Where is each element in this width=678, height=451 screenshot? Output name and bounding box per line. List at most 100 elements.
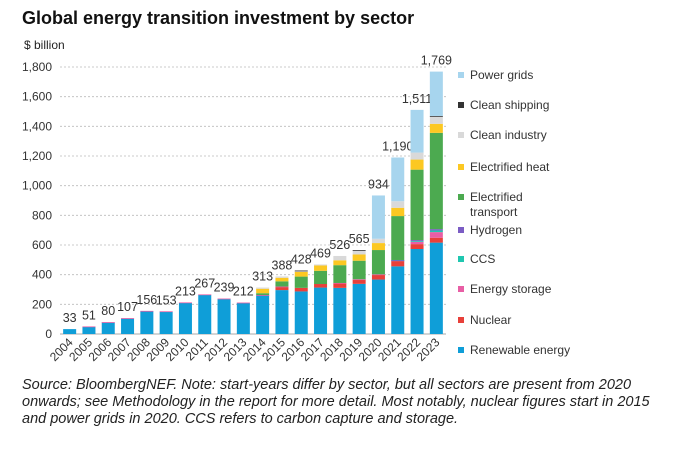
y-tick-label: 800 [32,208,52,222]
total-data-label: 156 [136,293,157,307]
bar-segment-nuclear [429,237,443,243]
bar-segment-nuclear [294,287,308,292]
bar-segment-electrified-heat [256,288,270,294]
bar-segment-clean-industry [294,271,308,272]
bar-segment-energy-storage [82,326,96,328]
legend-swatch [458,286,464,292]
legend-label: Nuclear [470,313,511,327]
bar-segment-ccs [429,230,443,233]
legend-swatch [458,256,464,262]
total-data-label: 1,769 [421,54,452,68]
legend-swatch [458,102,464,108]
bar-segment-electrified-transport [391,216,405,260]
total-data-label: 239 [214,281,235,295]
bar-segment-renewable-energy [352,283,366,334]
bar-segment-electrified-transport [333,265,347,283]
bar-segment-clean-industry [275,276,289,278]
bar-segment-energy-storage [159,311,173,313]
stacked-bar-chart: 0 200 400 600 800 1,000 1,200 1,400 1,600 1,800 33… [22,54,570,364]
bar-segment-nuclear [275,286,289,291]
bar-segment-energy-storage [256,294,270,296]
total-data-label: 107 [117,300,138,314]
bar-segment-renewable-energy [101,322,115,334]
bar-segment-renewable-energy [429,242,443,334]
bar-segment-clean-industry [429,116,443,124]
y-tick-label: 0 [45,327,52,341]
total-data-label: 267 [194,276,215,290]
bar-segment-renewable-energy [314,287,328,334]
bar-segment-clean-industry [391,201,405,208]
bar-segment-electrified-heat [314,265,328,271]
bar-segment-clean-industry [333,255,347,261]
bar-segment-energy-storage [198,294,212,296]
bar-segment-hydrogen [410,240,424,242]
bar-segment-renewable-energy [236,302,250,334]
bar-segment-power-grids [410,109,424,153]
bar-segment-energy-storage [410,241,424,245]
bar-segment-electrified-heat [333,260,347,266]
total-data-label: 388 [272,258,293,272]
bar-segment-electrified-transport [256,293,270,295]
legend-label: Hydrogen [470,223,522,237]
legend-swatch [458,72,464,78]
total-data-label: 565 [349,232,370,246]
bar-segment-clean-shipping [429,115,443,117]
bar-segment-power-grids [371,195,385,239]
y-axis-unit-label: $ billion [24,38,65,52]
legend-swatch [458,132,464,138]
legend-label: Clean industry [470,128,547,142]
legend-swatch [458,164,464,170]
bar-segment-clean-shipping [294,270,308,272]
bar-segment-renewable-energy [82,326,96,334]
bar-segment-renewable-energy [275,290,289,334]
bar-segment-energy-storage [429,232,443,238]
bar-segment-renewable-energy [256,295,270,334]
legend-label: Energy storage [470,282,552,296]
bar-segment-electrified-transport [275,281,289,287]
bar-segment-hydrogen [391,259,405,261]
total-data-label: 153 [156,293,177,307]
bar-segment-electrified-heat [294,271,308,277]
total-data-label: 51 [82,308,96,322]
bar-segment-electrified-transport [314,270,328,285]
bar-segment-clean-shipping [352,250,366,251]
bar-segment-energy-storage [101,322,115,323]
bar-segment-renewable-energy [294,291,308,334]
bar-segment-energy-storage [352,279,366,281]
legend-label: CCS [470,252,495,266]
bar-segment-renewable-energy [391,266,405,334]
y-tick-label: 400 [32,268,52,282]
y-tick-label: 1,400 [22,119,52,133]
y-tick-label: 1,600 [22,90,52,104]
bar-segment-electrified-transport [410,169,424,241]
legend-label: Power grids [470,68,533,82]
bar-segment-energy-storage [275,286,289,288]
chart-title: Global energy transition investment by s… [22,8,415,28]
bar-segment-nuclear [391,261,405,267]
bar-segment-clean-industry [352,250,366,255]
bar-segment-renewable-energy [121,318,135,334]
bar-segment-clean-industry [314,264,328,266]
bar-segment-clean-industry [256,287,270,289]
legend-label: Electrified heat [470,160,550,174]
legend-label: Electrified [470,190,523,204]
legend-label: Renewable energy [470,343,570,357]
bar-segment-nuclear [410,244,424,250]
total-data-label: 428 [291,253,312,267]
total-data-label: 313 [252,270,273,284]
total-data-label: 469 [310,246,331,260]
bar-segment-renewable-energy [198,294,212,334]
bar-segment-energy-storage [140,310,154,312]
bar-segment-electrified-transport [371,250,385,275]
legend-swatch [458,227,464,233]
legend-swatch [458,317,464,323]
bar-segment-energy-storage [178,302,192,304]
y-tick-label: 1,000 [22,179,52,193]
bar-segment-renewable-energy [159,311,173,334]
bar-segment-electrified-heat [371,243,385,251]
y-tick-label: 600 [32,238,52,252]
bar-segment-nuclear [333,283,347,288]
total-data-label: 33 [63,311,77,325]
bar-segment-ccs [410,241,424,242]
y-tick-label: 1,200 [22,149,52,163]
